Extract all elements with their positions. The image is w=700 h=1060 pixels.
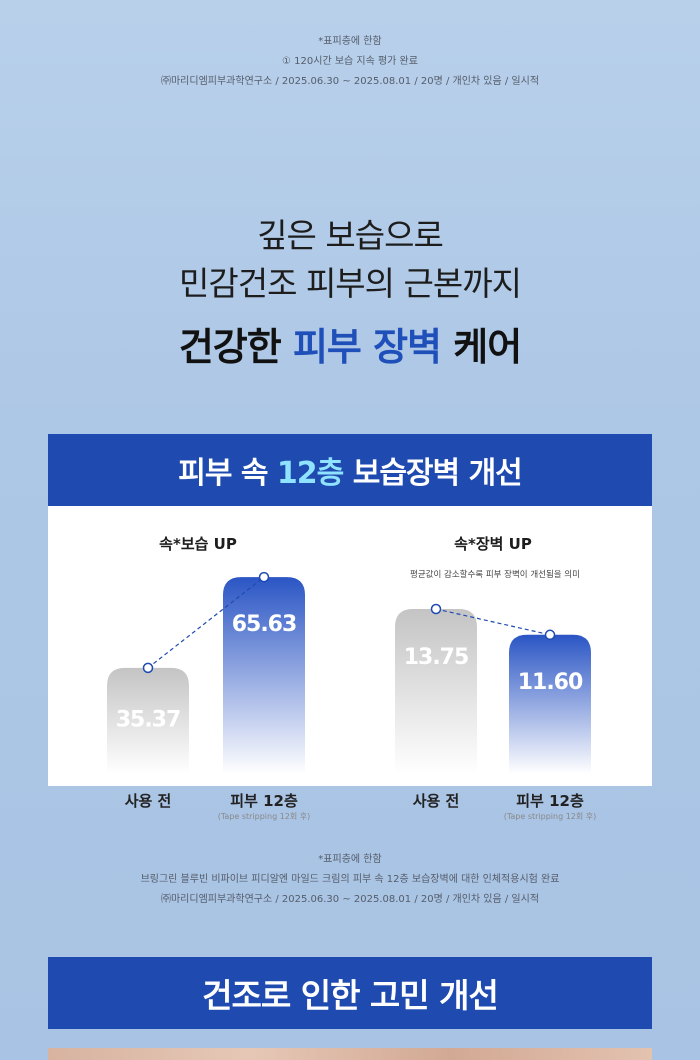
chart-2-category-note-2: (Tape stripping 12회 후)	[503, 812, 597, 821]
headline-strong: 건강한 피부 장벽 케어	[0, 316, 700, 371]
chart-1-title: 속*보습 UP	[159, 535, 237, 553]
footnote-evaluation: ① 120시간 보습 지속 평가 완료	[282, 56, 418, 67]
chart-2-trend-line	[435, 608, 551, 636]
footnote-institute: ㈜마리디엠피부과학연구소 / 2025.06.30 ~ 2025.08.01 /…	[160, 76, 540, 87]
chart-1-bar-2	[223, 577, 305, 774]
headline-line-2: 민감건조 피부의 근본까지	[179, 264, 522, 303]
footnote-institute-2: ㈜마리디엠피부과학연구소 / 2025.06.30 ~ 2025.08.01 /…	[160, 894, 540, 905]
bottom-footnotes: *표피층에 한함 브링그린 블루빈 비파이브 피디알엔 마일드 크림의 피부 속…	[0, 850, 700, 910]
headline-line-1: 깊은 보습으로	[257, 216, 444, 255]
chart-1-value-2: 65.63	[232, 612, 297, 637]
headline: 깊은 보습으로 민감건조 피부의 근본까지 건강한 피부 장벽 케어	[0, 212, 700, 371]
chart-1-bar-1	[107, 667, 189, 774]
chart-panel: 피부 속 12층 보습장벽 개선 속*보습 UP 35.37 65.63 속*장벽 U…	[48, 434, 652, 786]
chart-2-value-1: 13.75	[404, 645, 469, 670]
top-footnotes: *표피층에 한함 ① 120시간 보습 지속 평가 완료 ㈜마리디엠피부과학연구…	[0, 32, 700, 92]
chart-title-a: 피부 속	[178, 456, 268, 491]
bar-charts-svg: 속*보습 UP 35.37 65.63 속*장벽 UP 평균값이 감소할수록 피부 장벽…	[107, 528, 591, 774]
chart-1-category-1: 사용 전	[124, 792, 172, 810]
chart-2-bar-1	[395, 609, 477, 774]
dryness-title-text: 건조로 인한 고민 개선	[202, 976, 499, 1015]
chart-1-value-1: 35.37	[116, 707, 181, 732]
chart-1-marker-1	[142, 662, 154, 674]
chart-2-bar-2	[509, 634, 591, 774]
chart-title-accent: 12층	[276, 456, 344, 491]
footnote-test: 브링그린 블루빈 비파이브 피디알엔 마일드 크림의 피부 속 12층 보습장벽…	[140, 874, 560, 885]
chart-2-title-pill	[438, 528, 548, 558]
chart-1-trend-line	[147, 576, 265, 669]
chart-section-title: 피부 속 12층 보습장벽 개선	[48, 434, 652, 506]
skin-photo	[48, 1048, 652, 1060]
chart-2-category-2: 피부 12층	[516, 792, 584, 810]
headline-strong-b: 케어	[453, 325, 522, 369]
chart-2-marker-2	[544, 629, 556, 641]
chart-2-title: 속*장벽 UP	[454, 535, 532, 553]
footnote-epidermis-2: *표피층에 한함	[318, 854, 382, 865]
chart-2-subtitle: 평균값이 감소할수록 피부 장벽이 개선됨을 의미	[410, 569, 580, 580]
chart-2-category-1: 사용 전	[412, 792, 460, 810]
chart-2-marker-1	[430, 603, 442, 615]
chart-1-marker-2	[258, 571, 270, 583]
chart-2-value-2: 11.60	[518, 670, 583, 695]
chart-1-title-pill	[143, 528, 253, 558]
headline-strong-a: 건강한	[178, 325, 282, 369]
chart-1-category-2: 피부 12층	[230, 792, 298, 810]
dryness-section-title: 건조로 인한 고민 개선	[48, 957, 652, 1029]
headline-strong-blue: 피부 장벽	[292, 325, 442, 369]
chart-title-b: 보습장벽 개선	[352, 456, 523, 491]
footnote-epidermis: *표피층에 한함	[318, 36, 382, 47]
chart-1-category-note-2: (Tape stripping 12회 후)	[217, 812, 311, 821]
